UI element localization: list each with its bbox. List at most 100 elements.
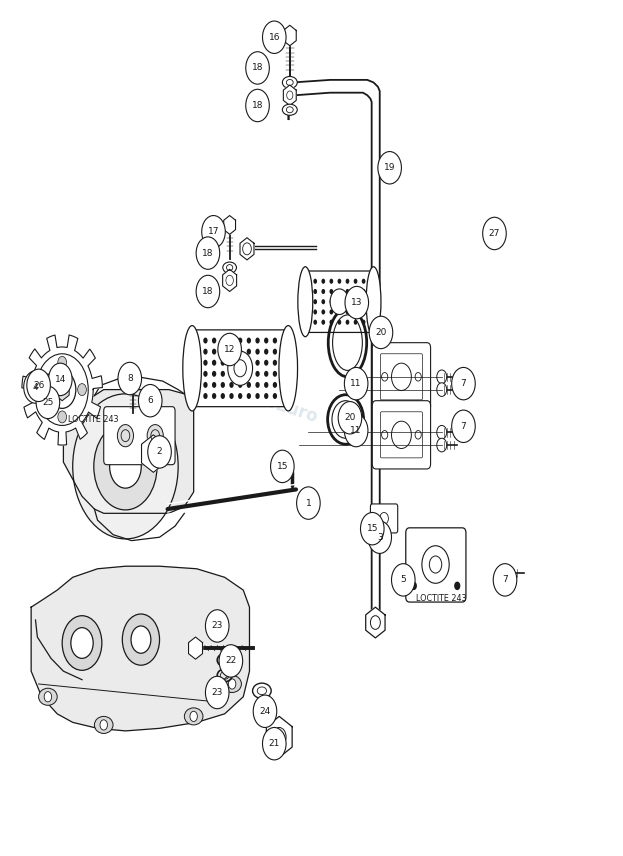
Circle shape	[255, 360, 260, 366]
Polygon shape	[240, 238, 254, 260]
Circle shape	[297, 487, 320, 520]
Circle shape	[110, 444, 141, 488]
Circle shape	[229, 337, 234, 343]
Circle shape	[493, 563, 517, 596]
Ellipse shape	[366, 267, 381, 336]
Polygon shape	[222, 270, 237, 292]
Ellipse shape	[47, 379, 62, 403]
Circle shape	[255, 393, 260, 399]
Circle shape	[94, 423, 157, 510]
Circle shape	[338, 299, 341, 304]
Text: 11: 11	[350, 426, 362, 435]
Circle shape	[354, 299, 358, 304]
Circle shape	[229, 348, 234, 354]
Polygon shape	[128, 375, 138, 392]
Circle shape	[228, 351, 252, 385]
Circle shape	[264, 360, 269, 366]
Circle shape	[273, 337, 277, 343]
Circle shape	[203, 371, 207, 377]
Circle shape	[362, 309, 366, 314]
Ellipse shape	[39, 688, 57, 705]
Text: LOCTITE 243: LOCTITE 243	[68, 415, 118, 424]
Text: 26: 26	[33, 381, 44, 389]
Circle shape	[345, 414, 368, 447]
Circle shape	[437, 370, 447, 383]
Text: 4: 4	[32, 383, 38, 391]
FancyBboxPatch shape	[103, 407, 175, 465]
Circle shape	[190, 711, 197, 722]
Circle shape	[212, 360, 216, 366]
Circle shape	[245, 89, 269, 122]
Circle shape	[338, 289, 341, 294]
Circle shape	[221, 393, 225, 399]
Circle shape	[148, 436, 171, 468]
Circle shape	[454, 581, 460, 590]
Circle shape	[330, 289, 349, 314]
Circle shape	[313, 299, 317, 304]
Text: 16: 16	[269, 33, 280, 42]
Circle shape	[212, 348, 216, 354]
Polygon shape	[55, 378, 69, 401]
Circle shape	[313, 319, 317, 324]
Circle shape	[369, 316, 392, 348]
Circle shape	[273, 360, 277, 366]
FancyBboxPatch shape	[373, 401, 430, 469]
Text: 18: 18	[252, 101, 264, 110]
Circle shape	[203, 382, 207, 388]
Circle shape	[354, 289, 358, 294]
Circle shape	[264, 393, 269, 399]
Circle shape	[264, 382, 269, 388]
Circle shape	[247, 371, 251, 377]
Circle shape	[391, 421, 411, 449]
Circle shape	[229, 371, 234, 377]
Text: 6: 6	[148, 396, 153, 405]
Text: 3: 3	[377, 532, 383, 542]
Circle shape	[196, 276, 220, 307]
Circle shape	[138, 384, 162, 417]
Circle shape	[73, 394, 178, 539]
Ellipse shape	[282, 76, 297, 88]
Ellipse shape	[223, 262, 237, 273]
Circle shape	[362, 289, 366, 294]
Polygon shape	[141, 435, 165, 473]
Circle shape	[238, 337, 242, 343]
Circle shape	[270, 450, 294, 483]
Circle shape	[36, 354, 88, 425]
Circle shape	[238, 360, 242, 366]
Circle shape	[219, 645, 242, 677]
Text: 13: 13	[351, 298, 363, 307]
Circle shape	[483, 217, 506, 250]
Circle shape	[368, 521, 391, 554]
FancyBboxPatch shape	[192, 330, 288, 407]
Circle shape	[255, 337, 260, 343]
Polygon shape	[267, 716, 292, 758]
Circle shape	[71, 627, 93, 658]
Circle shape	[362, 299, 366, 304]
Text: 19: 19	[384, 163, 396, 172]
Circle shape	[264, 371, 269, 377]
Circle shape	[452, 410, 475, 443]
Text: 21: 21	[269, 740, 280, 748]
Circle shape	[221, 337, 225, 343]
Circle shape	[221, 371, 225, 377]
Polygon shape	[224, 216, 235, 235]
Circle shape	[338, 319, 341, 324]
Circle shape	[338, 401, 362, 434]
Circle shape	[203, 348, 207, 354]
Circle shape	[229, 382, 234, 388]
Text: 1: 1	[305, 498, 312, 508]
Circle shape	[36, 386, 60, 419]
Ellipse shape	[184, 708, 203, 725]
Circle shape	[354, 279, 358, 284]
Circle shape	[78, 383, 87, 395]
Circle shape	[330, 299, 333, 304]
Circle shape	[346, 319, 350, 324]
Circle shape	[58, 356, 67, 368]
Circle shape	[212, 371, 216, 377]
Circle shape	[27, 369, 50, 401]
Ellipse shape	[279, 325, 298, 411]
Text: 12: 12	[224, 345, 235, 354]
Text: LOCTITE 243: LOCTITE 243	[417, 594, 467, 603]
Circle shape	[346, 309, 350, 314]
Ellipse shape	[282, 104, 297, 116]
